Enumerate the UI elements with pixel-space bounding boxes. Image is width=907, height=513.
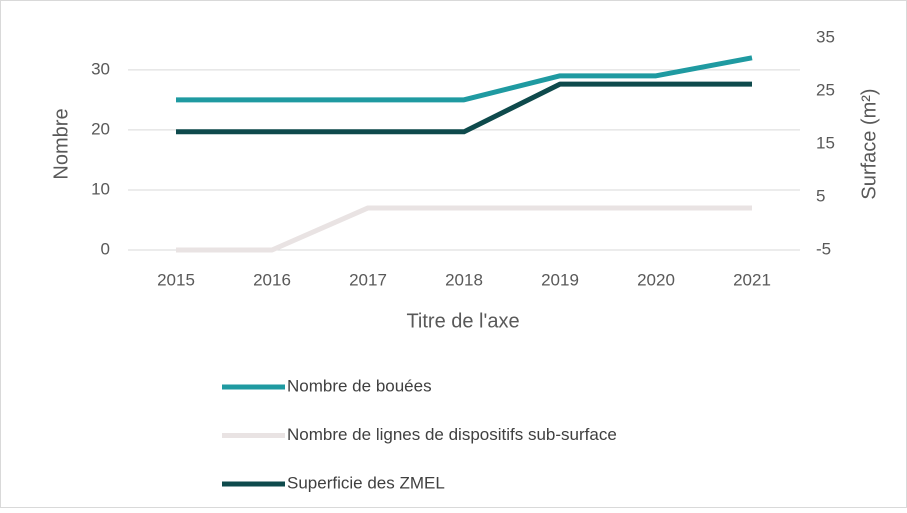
x-tick-label: 2020 (637, 270, 675, 289)
x-tick-label: 2016 (253, 270, 291, 289)
y-tick-label: 20 (91, 119, 110, 138)
x-tick-label: 2015 (157, 270, 195, 289)
x-tick-label: 2021 (733, 270, 771, 289)
legend-label: Nombre de lignes de dispositifs sub-surf… (287, 425, 617, 444)
y-tick-label: 10 (91, 179, 110, 198)
y2-tick-label: 5 (816, 186, 825, 205)
y2-tick-label: 25 (816, 80, 835, 99)
series-line (176, 205, 752, 253)
legend-label: Nombre de bouées (287, 376, 432, 395)
y2-tick-label: -5 (816, 239, 831, 258)
y2-axis-title: Surface (m²) (858, 88, 880, 199)
y2-tick-label: 15 (816, 133, 835, 152)
y-tick-label: 30 (91, 59, 110, 78)
x-tick-label: 2017 (349, 270, 387, 289)
series-line (176, 81, 752, 135)
series-line (176, 55, 753, 103)
x-axis-title: Titre de l'axe (406, 310, 519, 332)
y2-tick-label: 35 (816, 27, 835, 46)
legend-label: Superficie des ZMEL (287, 473, 445, 492)
x-tick-label: 2019 (541, 270, 579, 289)
x-tick-label: 2018 (445, 270, 483, 289)
y-axis-title: Nombre (50, 108, 72, 179)
y-tick-label: 0 (101, 239, 110, 258)
